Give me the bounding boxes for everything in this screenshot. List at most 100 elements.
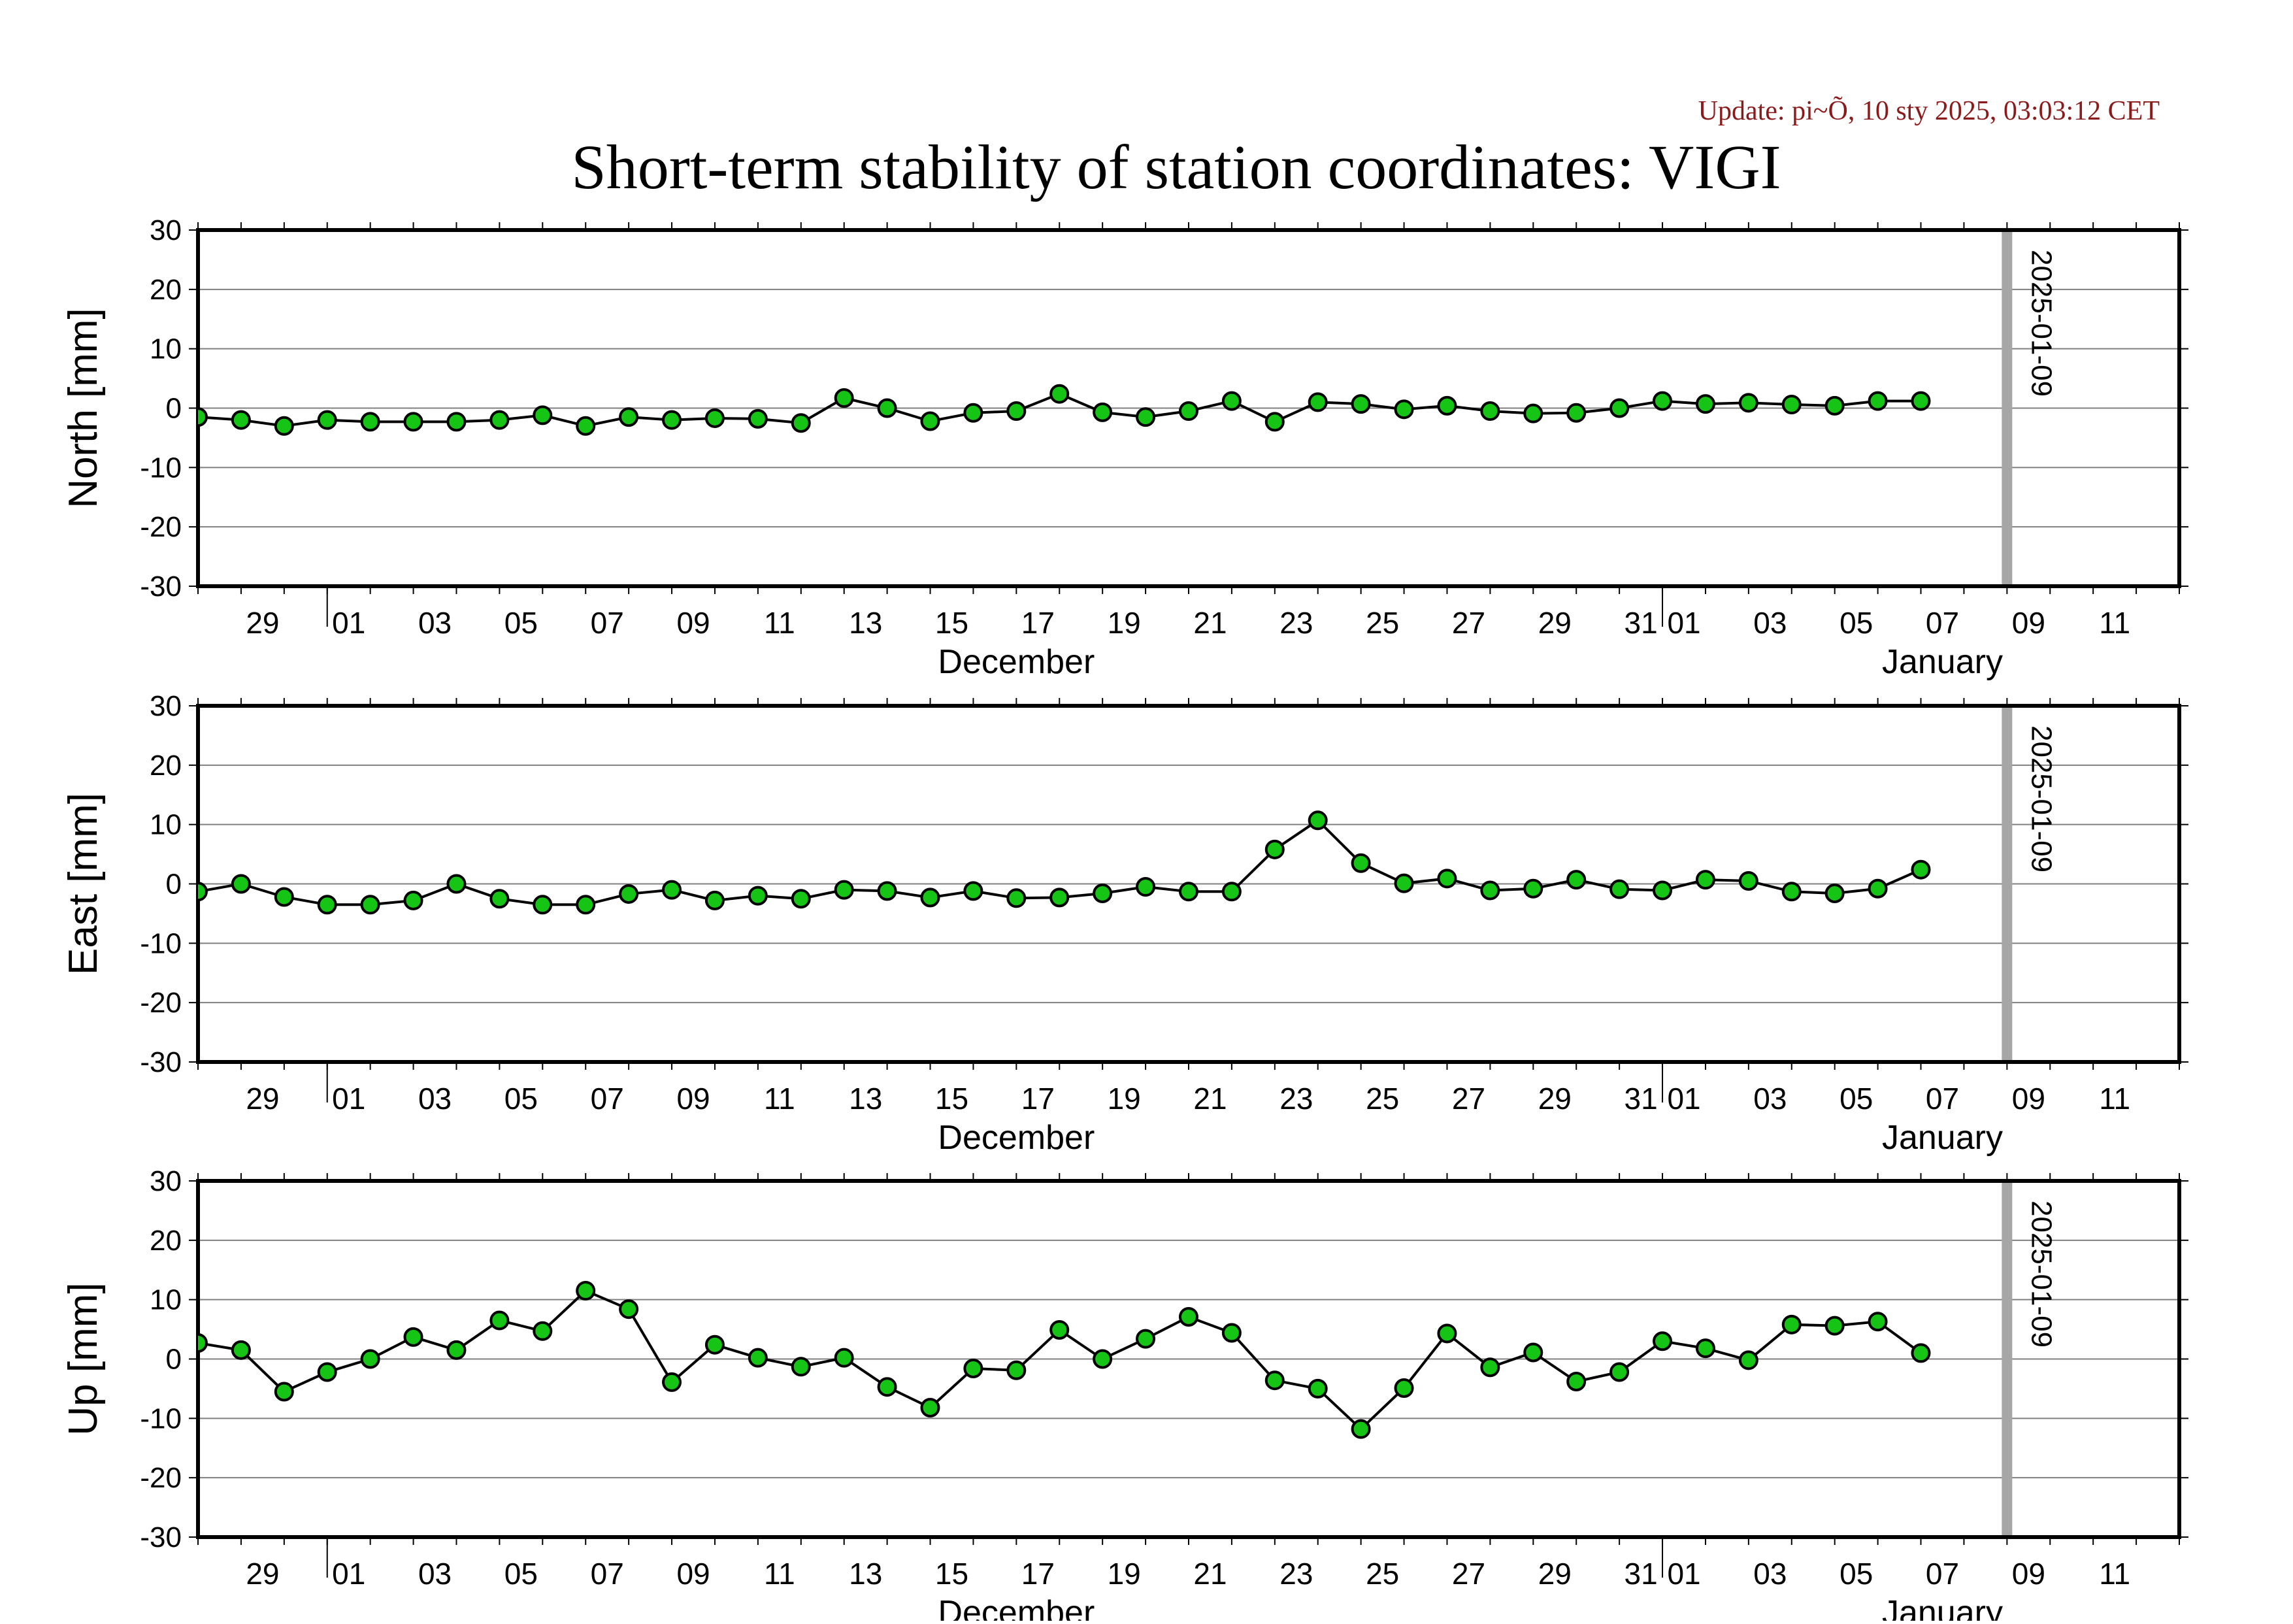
x-tick-label: 03 [1753,606,1787,640]
x-tick-label: 11 [2099,606,2130,640]
data-point [274,416,294,436]
x-tick-label: 09 [2012,1082,2045,1116]
x-tick-label: 25 [1366,1557,1399,1591]
x-tick-label: 29 [1538,606,1572,640]
data-point [1351,853,1371,873]
data-point [662,880,682,900]
data-point [1566,403,1587,423]
data-point [231,874,251,894]
x-tick-label: 09 [676,606,710,640]
x-tick-label: 09 [676,1557,710,1591]
data-point [1437,395,1457,416]
data-point [1480,401,1500,422]
data-point [1824,1316,1845,1336]
y-tick-label: -20 [140,1462,182,1494]
data-point [963,403,983,423]
data-point [748,1348,768,1368]
x-tick-label: 07 [591,1082,624,1116]
x-tick-label: 15 [935,1557,968,1591]
panel-1: 30 20 10 0 -10 -20 -30 2025-01-09 29 01 03 05 07 09 11… [61,690,2188,1157]
y-tick-label: -20 [140,511,182,543]
data-point [1653,880,1672,901]
data-point [1394,873,1414,893]
data-point [533,405,553,425]
y-tick-label: 10 [150,333,182,365]
data-point [662,410,682,430]
x-tick-label: 11 [764,1082,795,1116]
data-point [1824,884,1845,904]
data-point [748,408,768,429]
data-point [1653,1331,1672,1351]
month-label: January [1882,1119,2003,1157]
month-label: January [1882,1594,2003,1621]
data-point [1523,1342,1543,1363]
data-point [1738,393,1758,413]
data-point [198,407,208,427]
data-point [274,887,294,907]
x-tick-label: 03 [1753,1557,1787,1591]
x-tick-label: 15 [935,606,968,640]
x-tick-label: 29 [1538,1082,1572,1116]
data-point [963,881,983,901]
x-tick-label: 25 [1366,606,1399,640]
data-point [317,1362,337,1382]
x-tick-label: 09 [2012,606,2045,640]
x-tick-label: 05 [504,1557,538,1591]
data-point [576,416,596,436]
data-point [920,411,940,431]
data-point [1566,870,1587,890]
x-tick-label: 17 [1021,1557,1055,1591]
x-tick-label: 21 [1193,606,1227,640]
x-tick-label: 07 [1926,1557,1959,1591]
data-point [533,895,553,915]
y-axis-label: Up [mm] [61,1282,106,1435]
data-point [1911,391,1931,411]
data-point [1523,403,1543,423]
x-tick-label: 01 [332,606,365,640]
y-tick-label: -10 [140,927,182,959]
x-tick-label: 05 [504,606,538,640]
data-point [619,407,639,427]
data-point [1006,1360,1027,1380]
data-point [1695,394,1715,414]
data-point [1351,394,1371,414]
series-group [198,810,1931,915]
x-tick-label: 03 [1753,1082,1787,1116]
y-tick-label: 0 [166,393,182,425]
data-point [704,408,725,428]
x-tick-label: 13 [849,606,882,640]
data-point [198,882,208,902]
data-point [1738,1350,1758,1370]
y-tick-label: -30 [140,1521,182,1553]
x-tick-label: 19 [1108,1082,1141,1116]
x-tick-label: 17 [1021,1082,1055,1116]
data-point [1523,878,1543,899]
x-tick-label: 05 [1839,1082,1873,1116]
data-point [1868,1312,1888,1332]
x-tick-label: 31 [1625,1082,1658,1116]
y-tick-label: 20 [150,274,182,306]
data-point [1911,1343,1931,1363]
data-point [317,895,337,915]
x-tick-label: 05 [1839,1557,1873,1591]
data-point [1566,1372,1587,1392]
data-point [791,889,811,909]
data-point [1308,392,1328,412]
x-tick-label: 15 [935,1082,968,1116]
x-tick-label: 09 [676,1082,710,1116]
data-point [489,1310,510,1331]
x-tick-label: 01 [1667,1082,1700,1116]
data-point [1093,402,1113,422]
y-tick-label: 10 [150,809,182,841]
data-point [1221,391,1242,411]
data-point [1480,1357,1500,1378]
data-point [489,410,510,430]
y-tick-label: 30 [150,1165,182,1197]
data-point [1480,880,1500,901]
x-tick-label: 07 [591,606,624,640]
data-point [877,398,897,418]
data-point [1178,882,1198,902]
x-tick-label: 25 [1366,1082,1399,1116]
